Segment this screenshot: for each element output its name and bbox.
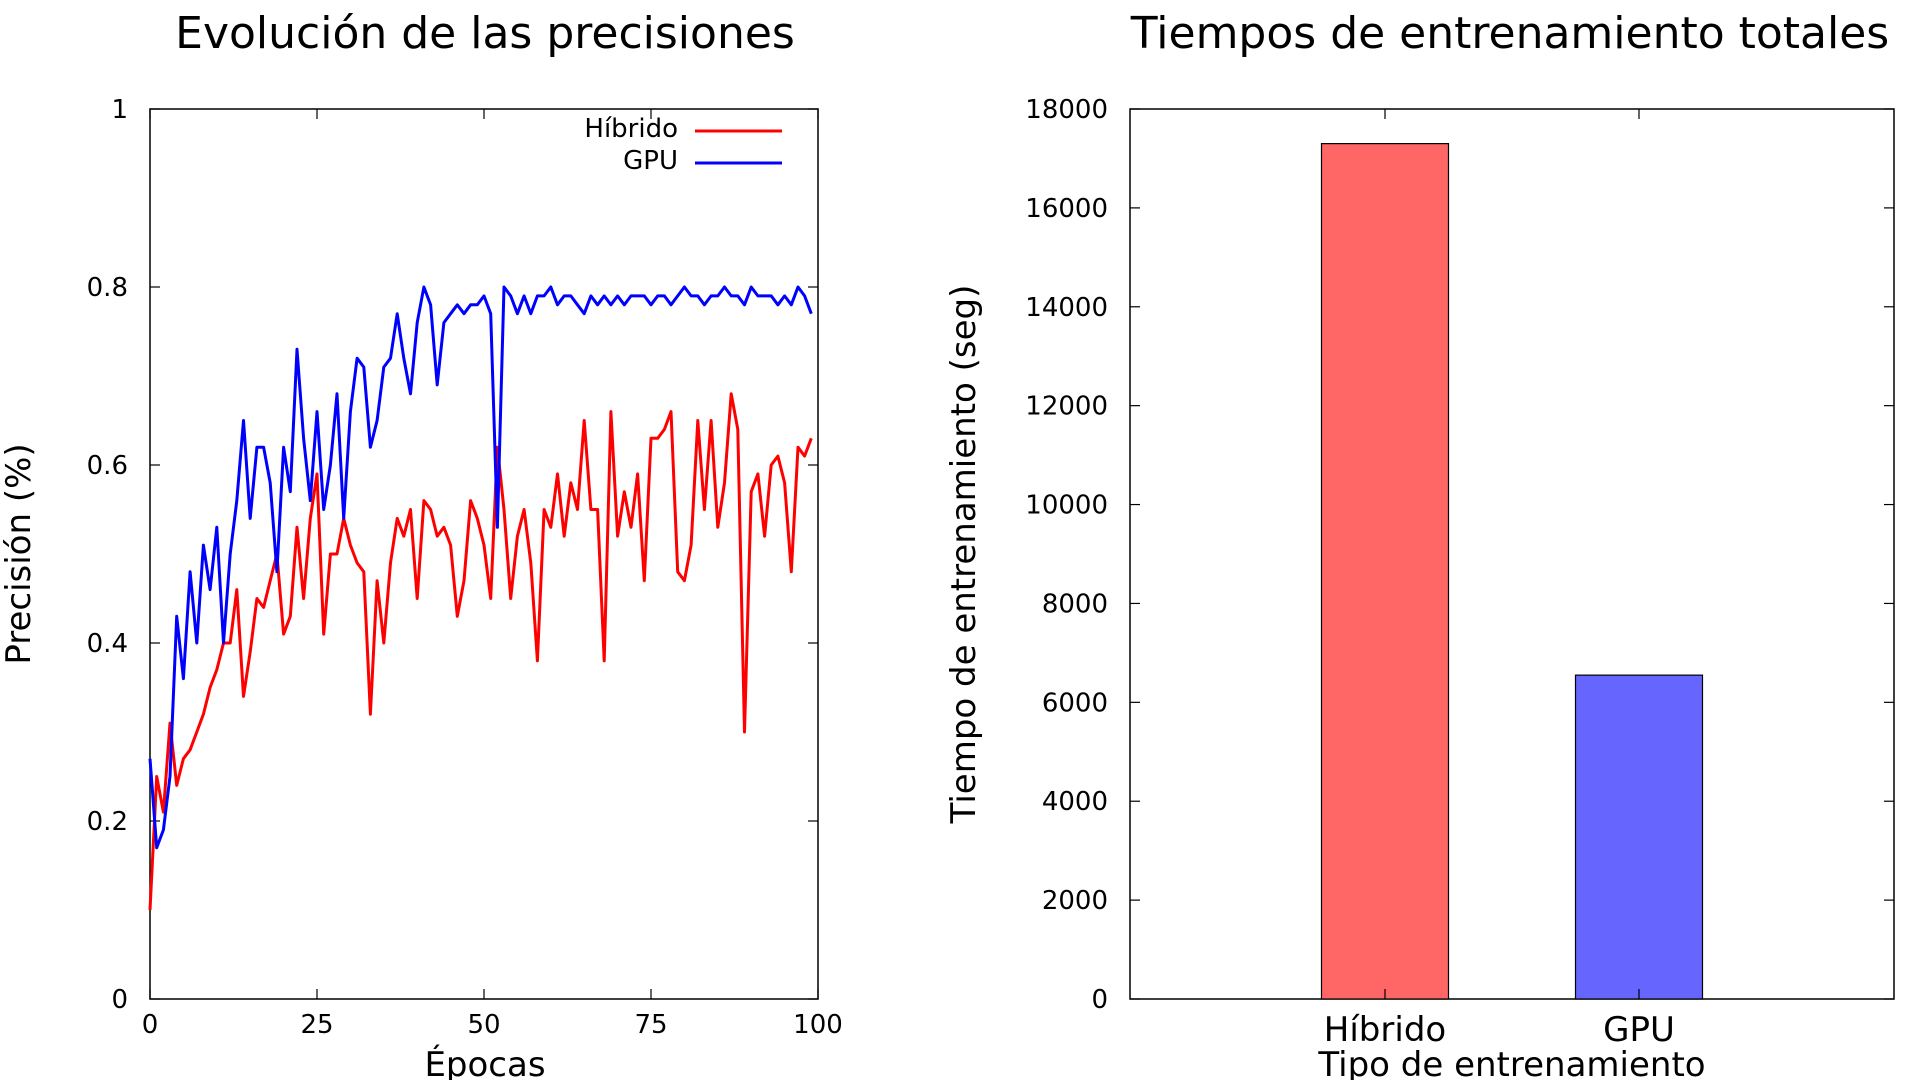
time-y-tick-label: 0 [1091,985,1108,1015]
precision-series [148,285,813,911]
bar-gpu [1574,674,1704,1000]
time-y-tick-label: 4000 [1042,787,1108,817]
training-time-plot-frame [1129,108,1895,1000]
precision-y-ticks: 0 0.2 0.4 0.6 0.8 1 [87,95,818,1015]
precision-x-axis-label: Épocas [424,1044,545,1080]
time-y-tick-label: 12000 [1025,392,1108,422]
training-time-y-axis-label: Tiempo de entrenamiento (seg) [944,285,984,825]
series-line-gpu [148,285,813,850]
training-time-chart: Tiempos de entrenamiento totales 0 2000 40… [944,8,1895,1080]
precision-y-tick-label: 1 [111,95,128,125]
training-time-y-ticks: 0 2000 4000 6000 8000 10000 12000 14000 16000 180… [1025,95,1894,1015]
precision-legend: Híbrido GPU [584,114,782,176]
precision-y-tick-label: 0.4 [87,629,128,659]
precision-chart: Evolución de las precisiones 00.20.40.60… [0,8,843,1080]
precision-y-tick-label: 0 [111,985,128,1015]
legend-label-hibrido: Híbrido [584,114,678,144]
time-category-label: GPU [1603,1010,1675,1050]
training-time-chart-title: Tiempos de entrenamiento totales [1130,8,1889,59]
precision-chart-title: Evolución de las precisiones [175,8,795,59]
time-y-tick-label: 6000 [1042,688,1108,718]
time-y-tick-label: 8000 [1042,589,1108,619]
precision-x-tick-label: 75 [634,1010,667,1040]
training-time-bars [1320,143,1704,1000]
training-time-x-ticks: Híbrido GPU [1324,109,1675,1050]
precision-x-tick-label: 100 [793,1010,843,1040]
time-y-tick-label: 2000 [1042,886,1108,916]
training-time-x-axis-label: Tipo de entrenamiento [1317,1045,1705,1080]
precision-y-axis-label: Precisión (%) [0,443,39,664]
time-y-tick-label: 18000 [1025,95,1108,125]
precision-y-tick-label: 0.6 [87,451,128,481]
time-y-tick-label: 16000 [1025,194,1108,224]
legend-label-gpu: GPU [623,146,678,176]
precision-y-tick-label: 0.8 [87,273,128,303]
bar-hibrido [1320,143,1450,1000]
precision-x-tick-label: 0 [142,1010,159,1040]
precision-y-tick-label: 0.2 [87,807,128,837]
series-line-hibrido [148,392,813,911]
precision-x-ticks: 0 25 50 75 100 [142,109,843,1040]
time-y-tick-label: 14000 [1025,293,1108,323]
precision-x-tick-label: 25 [300,1010,333,1040]
time-y-tick-label: 10000 [1025,491,1108,521]
precision-x-tick-label: 50 [467,1010,500,1040]
time-category-label: Híbrido [1324,1010,1446,1050]
